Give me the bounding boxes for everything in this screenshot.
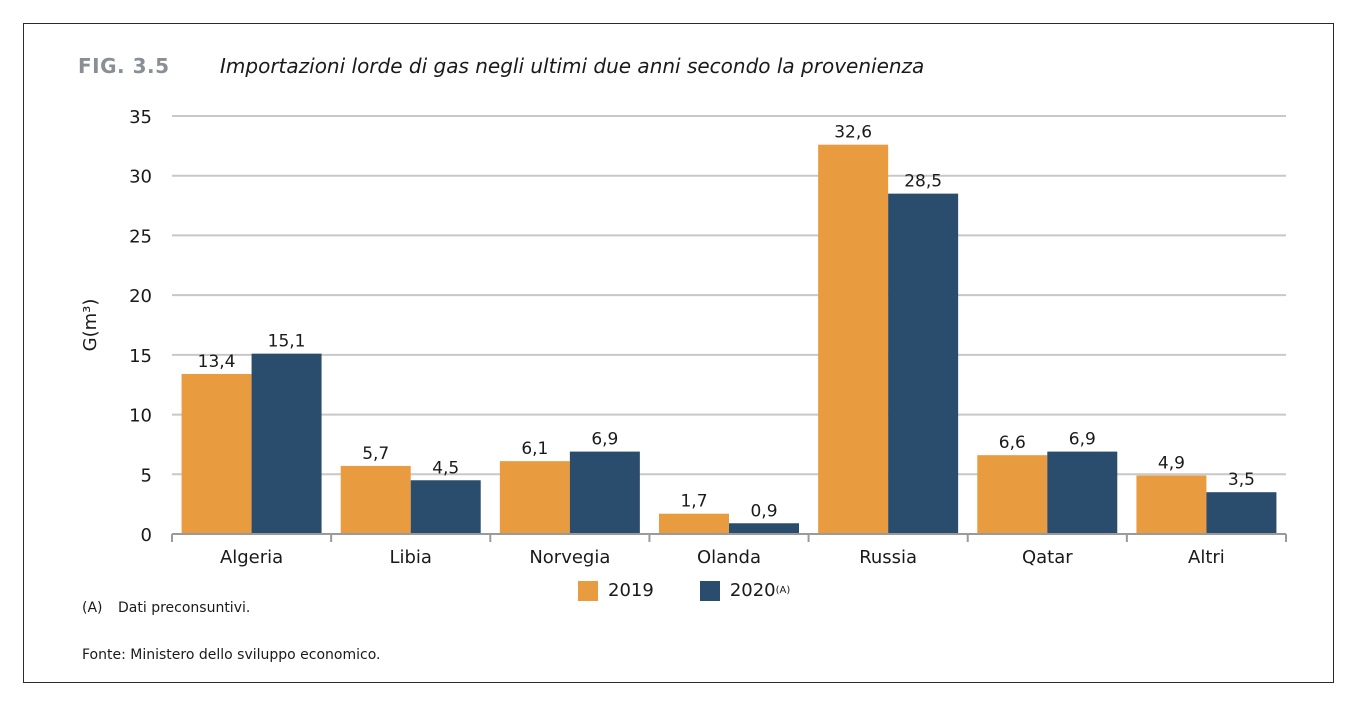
bar-libia-2019: [340, 465, 411, 534]
bar-qatar-2019: [977, 455, 1048, 534]
data-label: 6,9: [1069, 430, 1096, 450]
bar-libia-2020A: [410, 480, 481, 534]
legend-swatch-2019: [578, 580, 598, 601]
x-tick-label: Altri: [1188, 547, 1225, 568]
data-label: 6,1: [521, 439, 548, 459]
x-tick-label: Algeria: [220, 547, 283, 568]
figure-label: FIG. 3.5: [78, 54, 170, 78]
data-label: 28,5: [904, 172, 942, 192]
source-note: Fonte: Ministero dello sviluppo economic…: [82, 647, 381, 663]
x-tick-label: Qatar: [1022, 547, 1073, 568]
legend-swatch-2020: [699, 580, 720, 601]
data-label: 6,6: [999, 433, 1026, 453]
legend-label-2020: 2020: [729, 580, 776, 601]
legend-label-2020-note: (A): [775, 585, 791, 596]
bar-russia-2019: [818, 144, 889, 535]
footnote-key: (A): [82, 600, 103, 616]
bar-altri-2019: [1136, 475, 1207, 534]
y-axis-title: G(m³): [80, 299, 101, 352]
y-tick-label: 25: [129, 226, 152, 247]
bar-norvegia-2019: [499, 461, 570, 534]
y-tick-label: 35: [129, 107, 152, 128]
x-tick-label: Russia: [859, 547, 917, 568]
x-tick-label: Libia: [389, 547, 432, 568]
figure-title: Importazioni lorde di gas negli ultimi d…: [220, 54, 925, 78]
data-label: 4,5: [432, 458, 459, 478]
data-label: 15,1: [268, 332, 306, 352]
legend-item-2019: 2019: [578, 580, 654, 601]
bar-olanda-2019: [659, 513, 729, 534]
bar-olanda-2020A: [729, 523, 799, 534]
data-label: 4,9: [1158, 453, 1185, 473]
y-tick-label: 10: [129, 406, 152, 427]
bar-algeria-2020A: [251, 353, 322, 534]
data-label: 0,9: [750, 501, 777, 521]
data-label: 13,4: [198, 352, 236, 372]
bar-norvegia-2020A: [569, 451, 640, 534]
data-label: 5,7: [362, 444, 389, 464]
y-tick-label: 15: [129, 346, 152, 367]
figure-frame: [23, 23, 1334, 683]
y-tick-label: 0: [141, 525, 152, 546]
footnote: (A) Dati preconsuntivi.: [82, 600, 250, 616]
legend-item-2020: 2020 (A): [699, 580, 791, 601]
bar-altri-2020A: [1206, 492, 1277, 534]
x-tick-label: Olanda: [697, 547, 761, 568]
chart-legend: 2019 2020 (A): [578, 580, 836, 601]
x-tick-label: Norvegia: [529, 547, 610, 568]
data-label: 3,5: [1228, 470, 1255, 490]
bar-qatar-2020A: [1047, 451, 1118, 534]
data-label: 1,7: [680, 492, 707, 512]
y-tick-label: 20: [129, 286, 152, 307]
data-label: 32,6: [834, 123, 872, 143]
footnote-text: Dati preconsuntivi.: [118, 600, 251, 616]
bar-algeria-2019: [181, 373, 252, 534]
data-label: 6,9: [591, 430, 618, 450]
bar-russia-2020A: [888, 193, 959, 534]
legend-label-2019: 2019: [608, 580, 654, 601]
y-tick-label: 5: [141, 465, 152, 486]
y-tick-label: 30: [129, 167, 152, 188]
